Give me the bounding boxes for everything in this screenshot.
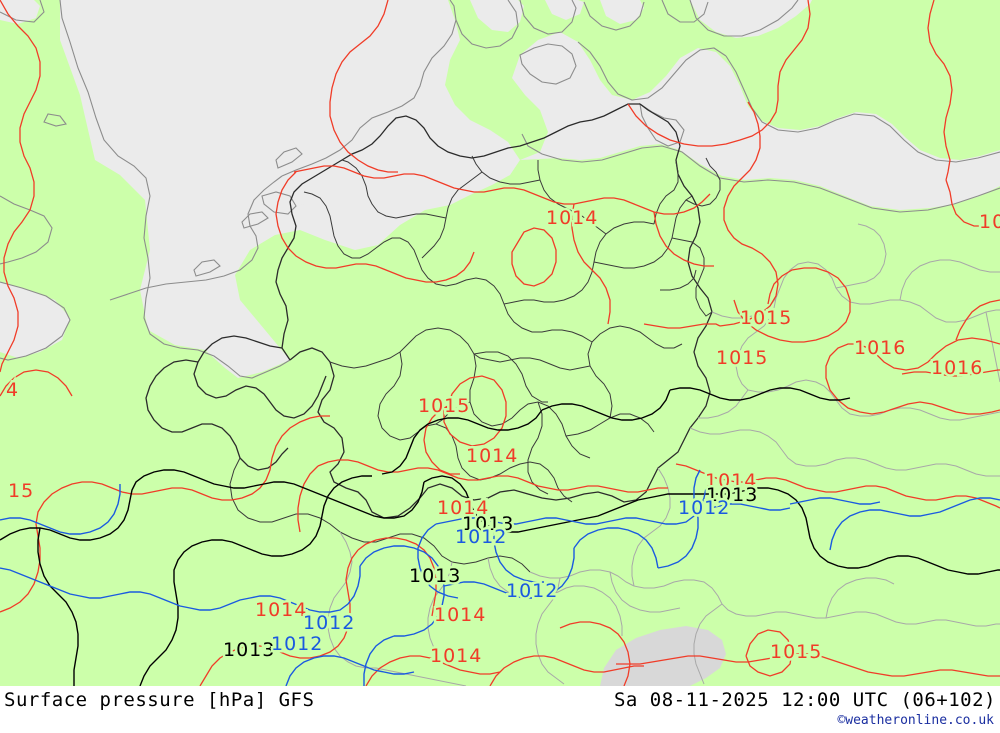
isobar-label-text: 1015: [418, 395, 470, 417]
isobar-label-text: 1012: [506, 580, 558, 602]
svg-text:1015: 1015: [770, 641, 822, 663]
state-borders: [303, 155, 721, 503]
isobar-label-text: 1014: [255, 599, 307, 621]
isobar-label-text: 1013: [706, 484, 758, 506]
far-borders: [327, 223, 1000, 686]
national-borders: [145, 103, 713, 573]
svg-text:1014: 1014: [434, 604, 486, 626]
svg-text:1014: 1014: [546, 207, 598, 229]
isobars-1015: [423, 0, 1000, 677]
svg-text:1014: 1014: [437, 497, 489, 519]
svg-text:1012: 1012: [506, 580, 558, 602]
isobars-1014: [0, 0, 1000, 686]
isobar-label-text: 1014: [705, 470, 757, 492]
isobar-label: 44: [4, 377, 21, 404]
isobar-label-text: 15: [8, 480, 34, 502]
isobar-label-text: 1016: [854, 337, 906, 359]
svg-text:1014: 1014: [466, 445, 518, 467]
isobar-label-text: 1013: [223, 639, 275, 661]
isobar-label-text: 1014: [466, 445, 518, 467]
isobar-label-text: 1016: [931, 357, 983, 379]
isobar-label-text: 1012: [303, 612, 355, 634]
isobar-label-text: 1017: [979, 211, 1000, 233]
svg-text:1013: 1013: [409, 565, 461, 587]
isobar-label-text: 1015: [770, 641, 822, 663]
isobars-high: [825, 0, 1000, 415]
svg-text:1016: 1016: [854, 337, 906, 359]
footer-title: Surface pressure [hPa] GFS: [4, 689, 315, 711]
isobar-label-text: 1015: [740, 307, 792, 329]
svg-text:1015: 1015: [716, 347, 768, 369]
svg-text:1014: 1014: [430, 645, 482, 667]
svg-text:1013: 1013: [223, 639, 275, 661]
isobar-label-text: 1012: [271, 633, 323, 655]
svg-text:1016: 1016: [931, 357, 983, 379]
contour-labels: 1014101410151015101410141015101510151015…: [4, 205, 1000, 670]
footer-valid-time: Sa 08-11-2025 12:00 UTC (06+102): [613, 689, 996, 711]
isobar-label-text: 4: [6, 379, 19, 401]
isobars-1013: [0, 387, 1000, 686]
svg-text:1015: 1015: [418, 395, 470, 417]
isobar-label: 10171017: [977, 209, 1000, 236]
svg-text:1012: 1012: [678, 497, 730, 519]
svg-text:1012: 1012: [455, 526, 507, 548]
svg-text:1014: 1014: [705, 470, 757, 492]
svg-text:15: 15: [8, 480, 34, 502]
svg-text:1014: 1014: [255, 599, 307, 621]
isobar-label-text: 1013: [409, 565, 461, 587]
isobar-label-text: 1012: [455, 526, 507, 548]
isobar-label-text: 1014: [430, 645, 482, 667]
svg-text:1012: 1012: [303, 612, 355, 634]
svg-text:1013: 1013: [462, 513, 514, 535]
svg-text:4: 4: [6, 379, 19, 401]
coastlines: [0, 0, 1000, 379]
isobar-label-text: 1014: [546, 207, 598, 229]
isobars-1012: [0, 469, 1000, 686]
svg-text:1017: 1017: [979, 211, 1000, 233]
isobar-label-text: 1014: [437, 497, 489, 519]
svg-text:1015: 1015: [740, 307, 792, 329]
svg-text:1012: 1012: [271, 633, 323, 655]
map-footer: Surface pressure [hPa] GFS Sa 08-11-2025…: [0, 686, 1000, 733]
svg-text:1013: 1013: [706, 484, 758, 506]
isobar-label-text: 1014: [434, 604, 486, 626]
copyright-credit[interactable]: ©weatheronline.co.uk: [837, 713, 994, 728]
isobar-label-text: 1013: [462, 513, 514, 535]
isobar-label-text: 1015: [716, 347, 768, 369]
isobar-label-text: 1012: [678, 497, 730, 519]
pressure-contour-map[interactable]: 1014 1014 1015 1015 1014 1014 1015 1015 1015 1015…: [0, 0, 1000, 686]
